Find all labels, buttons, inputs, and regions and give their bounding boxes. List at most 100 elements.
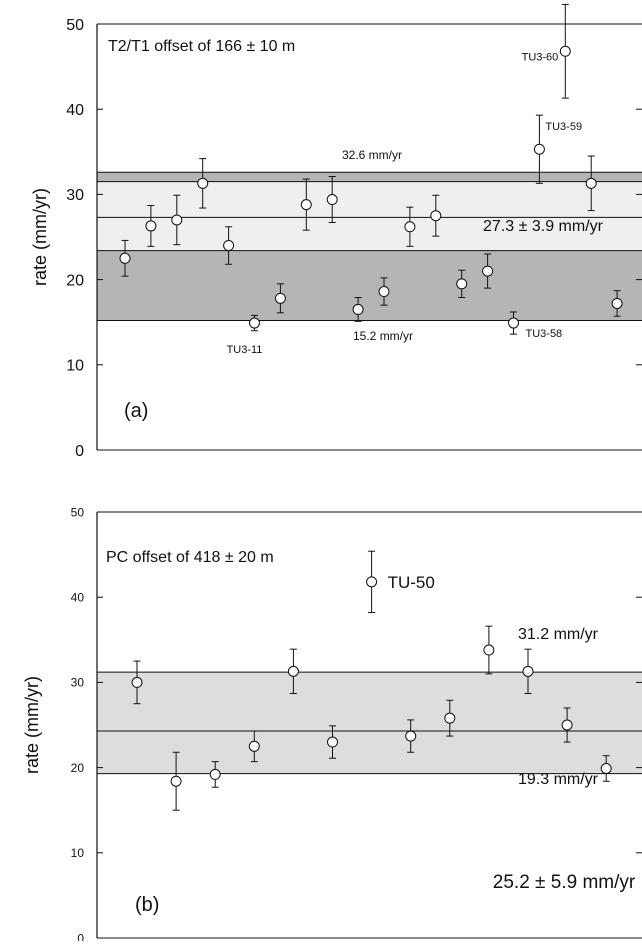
lower-bound-label: 15.2 mm/yr xyxy=(353,329,413,343)
point-marker xyxy=(405,730,417,742)
upper-bound-label: 31.2 mm/yr xyxy=(518,626,599,643)
data-point xyxy=(300,178,312,231)
data-point: TU-50 xyxy=(366,550,435,614)
y-tick-label: 20 xyxy=(71,761,85,775)
rate-band xyxy=(97,250,642,321)
y-tick-label: 0 xyxy=(77,931,84,941)
data-point xyxy=(404,206,416,247)
point-label: TU3-60 xyxy=(522,51,559,63)
y-tick-label: 40 xyxy=(71,591,85,605)
data-point xyxy=(287,648,299,694)
point-marker xyxy=(145,220,157,232)
data-point xyxy=(248,730,260,763)
point-marker xyxy=(559,45,571,57)
y-tick-label: 50 xyxy=(71,505,85,519)
mean-rate-label: 25.2 ± 5.9 mm/yr xyxy=(493,872,636,893)
data-point xyxy=(522,648,534,694)
data-point xyxy=(327,725,338,759)
data-point xyxy=(483,625,495,675)
point-marker xyxy=(404,221,416,233)
y-tick-label: 20 xyxy=(66,272,84,289)
data-point: TU3-58 xyxy=(508,311,563,340)
mean-rate-label: 27.3 ± 3.9 mm/yr xyxy=(483,218,604,235)
data-point xyxy=(600,755,612,782)
data-point xyxy=(352,296,364,322)
point-label: TU3-11 xyxy=(227,344,263,356)
y-axis-label: rate (mm/yr) xyxy=(30,188,50,286)
panel-label: (a) xyxy=(124,400,148,422)
point-marker xyxy=(170,775,182,787)
chart-title: T2/T1 offset of 166 ± 10 m xyxy=(108,38,295,55)
point-marker xyxy=(209,768,221,780)
point-marker xyxy=(287,665,299,677)
data-point xyxy=(119,239,131,277)
data-point xyxy=(482,253,494,289)
point-label: TU-50 xyxy=(388,573,435,592)
data-point xyxy=(209,761,221,788)
data-point xyxy=(170,751,182,811)
data-point: TU3-60 xyxy=(522,3,571,99)
lower-bound-label: 19.3 mm/yr xyxy=(518,771,599,788)
data-point xyxy=(223,226,235,265)
point-marker xyxy=(561,719,573,731)
data-point xyxy=(561,707,573,743)
data-point xyxy=(405,719,417,753)
y-tick-label: 0 xyxy=(75,443,84,460)
data-point xyxy=(585,155,597,212)
y-tick-label: 40 xyxy=(66,102,84,119)
point-marker xyxy=(585,177,597,189)
y-tick-label: 30 xyxy=(66,187,84,204)
point-marker xyxy=(456,278,468,290)
point-marker xyxy=(223,240,235,252)
point-marker xyxy=(171,214,183,226)
data-point xyxy=(326,176,338,224)
point-marker xyxy=(482,265,494,277)
data-point xyxy=(456,269,468,298)
point-marker xyxy=(119,252,131,264)
y-tick-label: 30 xyxy=(71,676,85,690)
chart-panel-b: 0 10 20 30 40 50 rate (mm/yr) PC offset of 418 … xyxy=(22,505,642,945)
data-point: TU3-59 xyxy=(533,114,582,184)
point-marker xyxy=(611,297,623,309)
rate-band xyxy=(97,181,642,251)
data-point xyxy=(145,204,157,247)
chart-panel-a: 0 10 20 30 40 50 rate (mm/yr) T2/T1 offset of 1… xyxy=(30,3,642,460)
data-point xyxy=(444,699,456,737)
point-marker xyxy=(300,199,312,211)
data-point xyxy=(171,194,183,246)
point-marker xyxy=(444,712,456,724)
rate-band xyxy=(97,672,642,774)
data-point xyxy=(611,290,623,317)
y-tick-label: 10 xyxy=(71,846,85,860)
upper-bound-label: 32.6 mm/yr xyxy=(342,148,402,162)
point-marker xyxy=(378,286,390,298)
rate-band xyxy=(97,172,642,182)
y-tick-label: 50 xyxy=(66,17,84,34)
point-marker xyxy=(197,177,209,189)
point-label: TU3-59 xyxy=(545,121,582,133)
point-marker xyxy=(600,762,612,774)
point-marker xyxy=(131,676,143,688)
point-marker xyxy=(249,317,260,329)
point-marker xyxy=(430,210,442,222)
point-marker xyxy=(326,194,338,206)
point-marker xyxy=(533,143,545,155)
data-point xyxy=(378,277,390,306)
data-point xyxy=(430,194,442,237)
point-marker xyxy=(248,740,260,752)
point-label: TU3-58 xyxy=(526,328,563,340)
data-point: TU3-11 xyxy=(227,314,263,356)
point-marker xyxy=(522,665,534,677)
point-marker xyxy=(274,292,286,304)
data-point xyxy=(274,283,286,314)
point-marker xyxy=(508,317,519,329)
point-marker xyxy=(366,576,378,588)
panel-label: (b) xyxy=(135,894,159,916)
point-marker xyxy=(352,303,364,315)
y-axis-label: rate (mm/yr) xyxy=(22,676,42,774)
data-point xyxy=(197,158,209,209)
chart-title: PC offset of 418 ± 20 m xyxy=(106,549,274,566)
data-point xyxy=(131,660,143,705)
